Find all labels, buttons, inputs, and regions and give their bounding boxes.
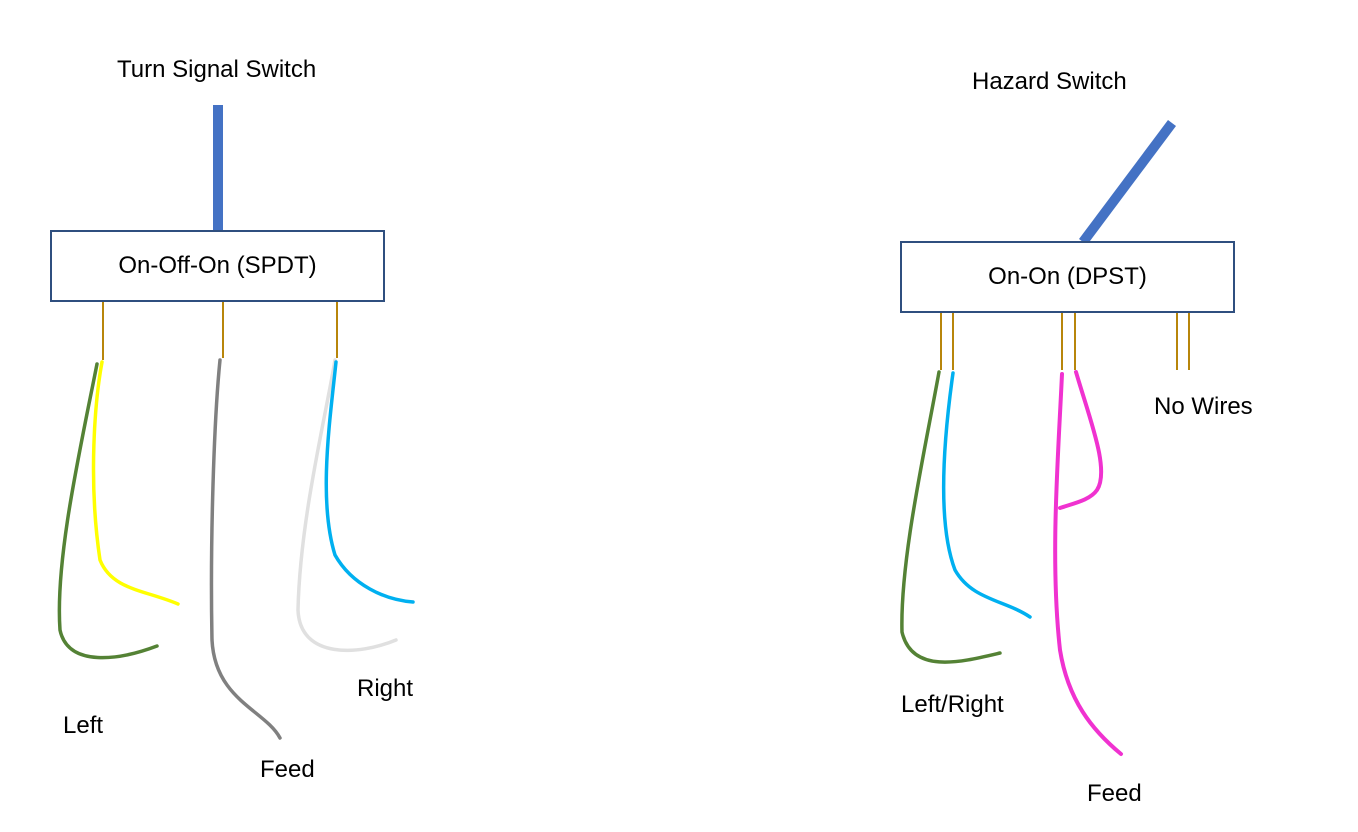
- wire-green-left-right: [900, 370, 1002, 664]
- wire-blue-right: [324, 360, 415, 604]
- wire-magenta-jumper: [1058, 370, 1104, 510]
- turn-signal-wires: [57, 358, 415, 740]
- wire-green-left: [57, 362, 159, 660]
- label-feed-hazard: Feed: [1087, 780, 1142, 807]
- turn-signal-switch-box: On-Off-On (SPDT): [50, 230, 385, 302]
- hazard-terminals: [940, 313, 1190, 370]
- hazard-switch-type: On-On (DPST): [988, 263, 1147, 290]
- turn-signal-switch-type: On-Off-On (SPDT): [118, 252, 317, 279]
- label-left-right: Left/Right: [901, 691, 1004, 718]
- turn-signal-title: Turn Signal Switch: [117, 56, 317, 83]
- wire-gray-feed: [209, 358, 282, 740]
- hazard-title: Hazard Switch: [972, 68, 1127, 95]
- label-no-wires: No Wires: [1154, 393, 1253, 420]
- wire-magenta-feed: [1053, 372, 1123, 756]
- label-right: Right: [357, 675, 414, 702]
- turn-signal-terminals: [102, 302, 338, 360]
- hazard-switch-box: On-On (DPST): [900, 241, 1235, 313]
- label-feed-turn: Feed: [260, 756, 315, 783]
- wire-lightgray-right: [296, 358, 398, 653]
- hazard-lever: [1078, 120, 1177, 245]
- hazard-wires: [900, 370, 1123, 756]
- wire-yellow-left: [91, 360, 180, 606]
- wire-blue-left-right: [941, 371, 1032, 619]
- label-left: Left: [63, 712, 104, 739]
